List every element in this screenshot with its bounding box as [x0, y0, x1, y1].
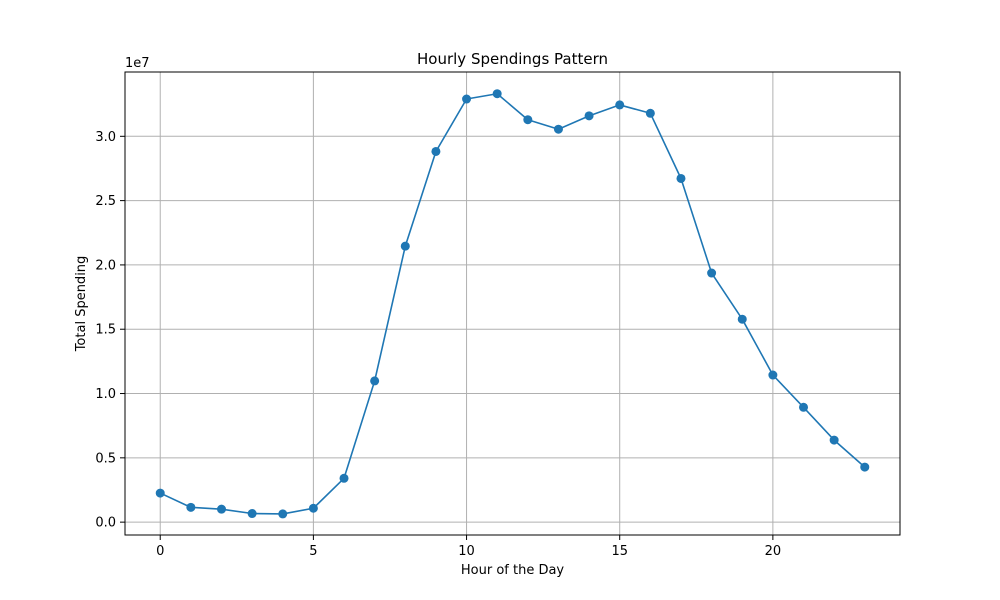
data-point	[768, 370, 778, 380]
data-point	[370, 376, 380, 386]
data-point	[462, 94, 472, 104]
data-point	[553, 124, 563, 134]
y-tick-label: 2.5	[95, 194, 116, 209]
y-axis-label: Total Spending	[74, 256, 89, 353]
data-point	[400, 241, 410, 251]
data-point	[615, 100, 625, 110]
data-point	[308, 503, 318, 513]
y-tick-label: 3.0	[95, 130, 116, 145]
data-point	[155, 488, 165, 498]
data-point	[523, 115, 533, 125]
data-point	[737, 314, 747, 324]
data-point	[707, 268, 717, 278]
y-tick-label: 0.0	[95, 516, 116, 531]
data-point	[676, 173, 686, 183]
plot-frame	[124, 71, 901, 536]
y-tick-label: 2.0	[95, 258, 116, 273]
data-point	[829, 435, 839, 445]
data-point	[247, 509, 257, 519]
data-point	[492, 89, 502, 99]
axis-tick-labels: 0 5 10 15 20 0.0 0.5 1.0 1.5 2.0 2.5 3.0	[95, 130, 781, 559]
y-tick-label: 1.5	[95, 323, 116, 338]
data-point	[799, 402, 809, 412]
x-tick-label: 0	[156, 544, 164, 559]
series-layer	[155, 89, 870, 519]
data-point	[860, 462, 870, 472]
grid-lines	[125, 72, 900, 535]
data-point	[645, 108, 655, 118]
y-tick-label: 0.5	[95, 451, 116, 466]
data-point	[584, 111, 594, 121]
data-point	[186, 502, 196, 512]
x-axis-label: Hour of the Day	[461, 563, 565, 578]
data-point	[216, 504, 226, 514]
y-tick-label: 1.0	[95, 387, 116, 402]
x-tick-label: 5	[309, 544, 317, 559]
data-point	[278, 509, 288, 519]
axis-ticks	[120, 135, 774, 540]
chart-title: Hourly Spendings Pattern	[417, 50, 608, 68]
data-point	[339, 473, 349, 483]
x-tick-label: 10	[458, 544, 475, 559]
data-point	[431, 146, 441, 156]
y-offset-label: 1e7	[125, 56, 150, 71]
x-tick-label: 15	[611, 544, 628, 559]
series-line	[159, 92, 866, 515]
x-tick-label: 20	[765, 544, 782, 559]
